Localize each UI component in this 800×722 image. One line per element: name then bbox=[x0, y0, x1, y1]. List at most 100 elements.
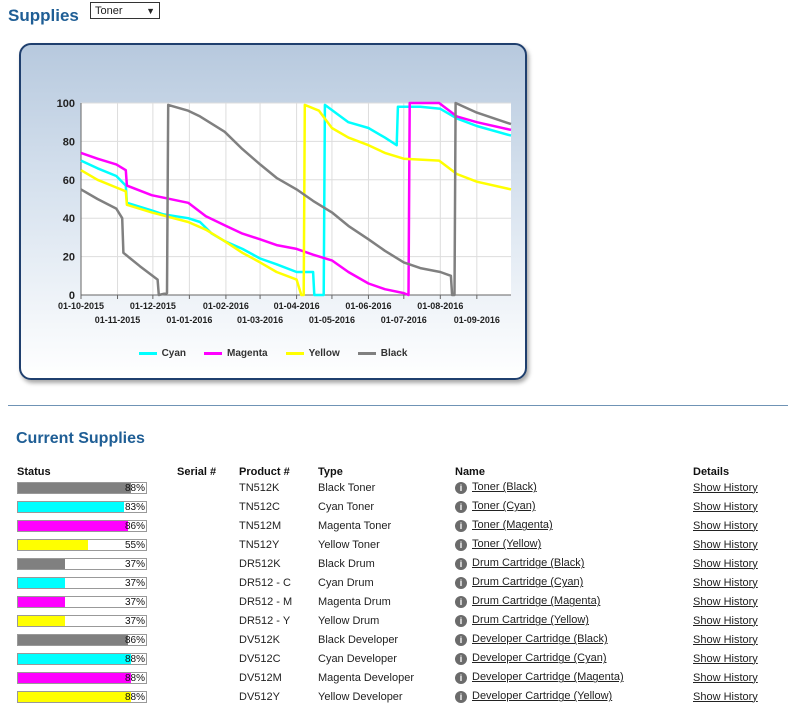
info-icon[interactable]: i bbox=[455, 652, 467, 665]
info-icon[interactable]: i bbox=[455, 538, 467, 551]
info-icon[interactable]: i bbox=[455, 614, 467, 627]
details-cell: Show History bbox=[693, 668, 773, 687]
show-history-link[interactable]: Show History bbox=[693, 519, 758, 532]
product-cell: TN512K bbox=[239, 481, 280, 494]
legend-label: Black bbox=[380, 348, 408, 359]
show-history-link[interactable]: Show History bbox=[693, 671, 758, 684]
section-divider bbox=[8, 405, 788, 406]
show-history-link[interactable]: Show History bbox=[693, 500, 758, 513]
legend-swatch bbox=[285, 351, 304, 355]
info-icon[interactable]: i bbox=[455, 633, 467, 646]
details-cell: Show History bbox=[693, 592, 773, 611]
status-percent: 88% bbox=[124, 653, 145, 665]
show-history-link[interactable]: Show History bbox=[693, 633, 758, 646]
status-bar: 86% bbox=[17, 519, 147, 532]
status-cell: 37% bbox=[17, 611, 177, 630]
x-tick-label: 01-11-2015 bbox=[95, 315, 141, 325]
product-cell: DR512K bbox=[239, 557, 281, 570]
serial-cell bbox=[177, 668, 239, 687]
legend-item-cyan[interactable]: Cyan bbox=[138, 348, 186, 359]
name-cell: i Drum Cartridge (Cyan) bbox=[455, 573, 693, 592]
type-cell: Magenta Drum bbox=[318, 595, 391, 608]
page-title: Supplies bbox=[8, 6, 79, 25]
x-tick-label: 01-05-2016 bbox=[309, 315, 355, 325]
table-row: 88% TN512K Black Toner i Toner (Black) Show H… bbox=[17, 478, 773, 497]
name-cell: i Drum Cartridge (Yellow) bbox=[455, 611, 693, 630]
legend-item-black[interactable]: Black bbox=[357, 348, 408, 359]
header-details: Details bbox=[693, 466, 730, 478]
type-cell: Cyan Developer bbox=[318, 652, 397, 665]
supply-name-link[interactable]: Toner (Black) bbox=[472, 481, 537, 494]
supply-name-link[interactable]: Developer Cartridge (Magenta) bbox=[472, 671, 624, 684]
show-history-link[interactable]: Show History bbox=[693, 538, 758, 551]
status-bar: 37% bbox=[17, 614, 147, 627]
status-bar-fill bbox=[18, 672, 131, 683]
status-bar: 37% bbox=[17, 557, 147, 570]
info-icon[interactable]: i bbox=[455, 576, 467, 589]
status-bar: 88% bbox=[17, 690, 147, 703]
status-bar: 88% bbox=[17, 671, 147, 684]
show-history-link[interactable]: Show History bbox=[693, 690, 758, 703]
select-value: Toner bbox=[95, 5, 123, 17]
chart-legend: Cyan Magenta Yellow Black bbox=[21, 348, 525, 359]
show-history-link[interactable]: Show History bbox=[693, 576, 758, 589]
serial-cell bbox=[177, 535, 239, 554]
status-bar-fill bbox=[18, 634, 129, 645]
product-cell: DR512 - C bbox=[239, 576, 291, 589]
info-icon[interactable]: i bbox=[455, 690, 467, 703]
info-icon[interactable]: i bbox=[455, 595, 467, 608]
details-cell: Show History bbox=[693, 573, 773, 592]
supply-name-link[interactable]: Drum Cartridge (Cyan) bbox=[472, 576, 584, 589]
show-history-link[interactable]: Show History bbox=[693, 557, 758, 570]
status-bar: 83% bbox=[17, 500, 147, 513]
details-cell: Show History bbox=[693, 535, 773, 554]
table-row: 86% TN512M Magenta Toner i Toner (Magenta) Sh… bbox=[17, 516, 773, 535]
status-bar: 88% bbox=[17, 481, 147, 494]
header-type: Type bbox=[318, 466, 343, 478]
supply-name-link[interactable]: Toner (Cyan) bbox=[472, 500, 536, 513]
info-icon[interactable]: i bbox=[455, 500, 467, 513]
show-history-link[interactable]: Show History bbox=[693, 652, 758, 665]
product-cell: DR512 - Y bbox=[239, 614, 291, 627]
supply-name-link[interactable]: Toner (Yellow) bbox=[472, 538, 542, 551]
supply-name-link[interactable]: Developer Cartridge (Cyan) bbox=[472, 652, 607, 665]
table-row: 55% TN512Y Yellow Toner i Toner (Yellow) Show… bbox=[17, 535, 773, 554]
name-cell: i Drum Cartridge (Magenta) bbox=[455, 592, 693, 611]
info-icon[interactable]: i bbox=[455, 557, 467, 570]
status-percent: 37% bbox=[124, 577, 145, 589]
legend-label: Yellow bbox=[308, 348, 340, 359]
supply-name-link[interactable]: Drum Cartridge (Black) bbox=[472, 557, 585, 570]
y-tick-label: 80 bbox=[63, 136, 75, 148]
status-cell: 37% bbox=[17, 573, 177, 592]
status-percent: 55% bbox=[124, 539, 145, 551]
serial-cell bbox=[177, 611, 239, 630]
table-row: 37% DR512 - C Cyan Drum i Drum Cartridge (Cy… bbox=[17, 573, 773, 592]
legend-label: Magenta bbox=[227, 348, 268, 359]
supply-type-select[interactable]: Toner ▼ bbox=[90, 2, 160, 19]
serial-cell bbox=[177, 516, 239, 535]
info-icon[interactable]: i bbox=[455, 519, 467, 532]
supply-name-link[interactable]: Drum Cartridge (Magenta) bbox=[472, 595, 601, 608]
name-cell: i Developer Cartridge (Magenta) bbox=[455, 668, 693, 687]
type-cell: Cyan Drum bbox=[318, 576, 374, 589]
y-tick-label: 40 bbox=[63, 213, 75, 225]
name-cell: i Developer Cartridge (Yellow) bbox=[455, 687, 693, 706]
supply-name-link[interactable]: Drum Cartridge (Yellow) bbox=[472, 614, 589, 627]
status-bar: 88% bbox=[17, 652, 147, 665]
info-icon[interactable]: i bbox=[455, 671, 467, 684]
show-history-link[interactable]: Show History bbox=[693, 614, 758, 627]
legend-swatch bbox=[138, 351, 157, 355]
supply-name-link[interactable]: Developer Cartridge (Black) bbox=[472, 633, 608, 646]
supply-name-link[interactable]: Toner (Magenta) bbox=[472, 519, 553, 532]
show-history-link[interactable]: Show History bbox=[693, 481, 758, 494]
status-percent: 83% bbox=[124, 501, 145, 513]
x-tick-label: 01-07-2016 bbox=[381, 315, 427, 325]
status-cell: 88% bbox=[17, 668, 177, 687]
supply-name-link[interactable]: Developer Cartridge (Yellow) bbox=[472, 690, 613, 703]
legend-item-magenta[interactable]: Magenta bbox=[204, 348, 268, 359]
product-cell: DR512 - M bbox=[239, 595, 293, 608]
x-tick-label: 01-02-2016 bbox=[203, 301, 249, 311]
show-history-link[interactable]: Show History bbox=[693, 595, 758, 608]
legend-item-yellow[interactable]: Yellow bbox=[285, 348, 340, 359]
info-icon[interactable]: i bbox=[455, 481, 467, 494]
